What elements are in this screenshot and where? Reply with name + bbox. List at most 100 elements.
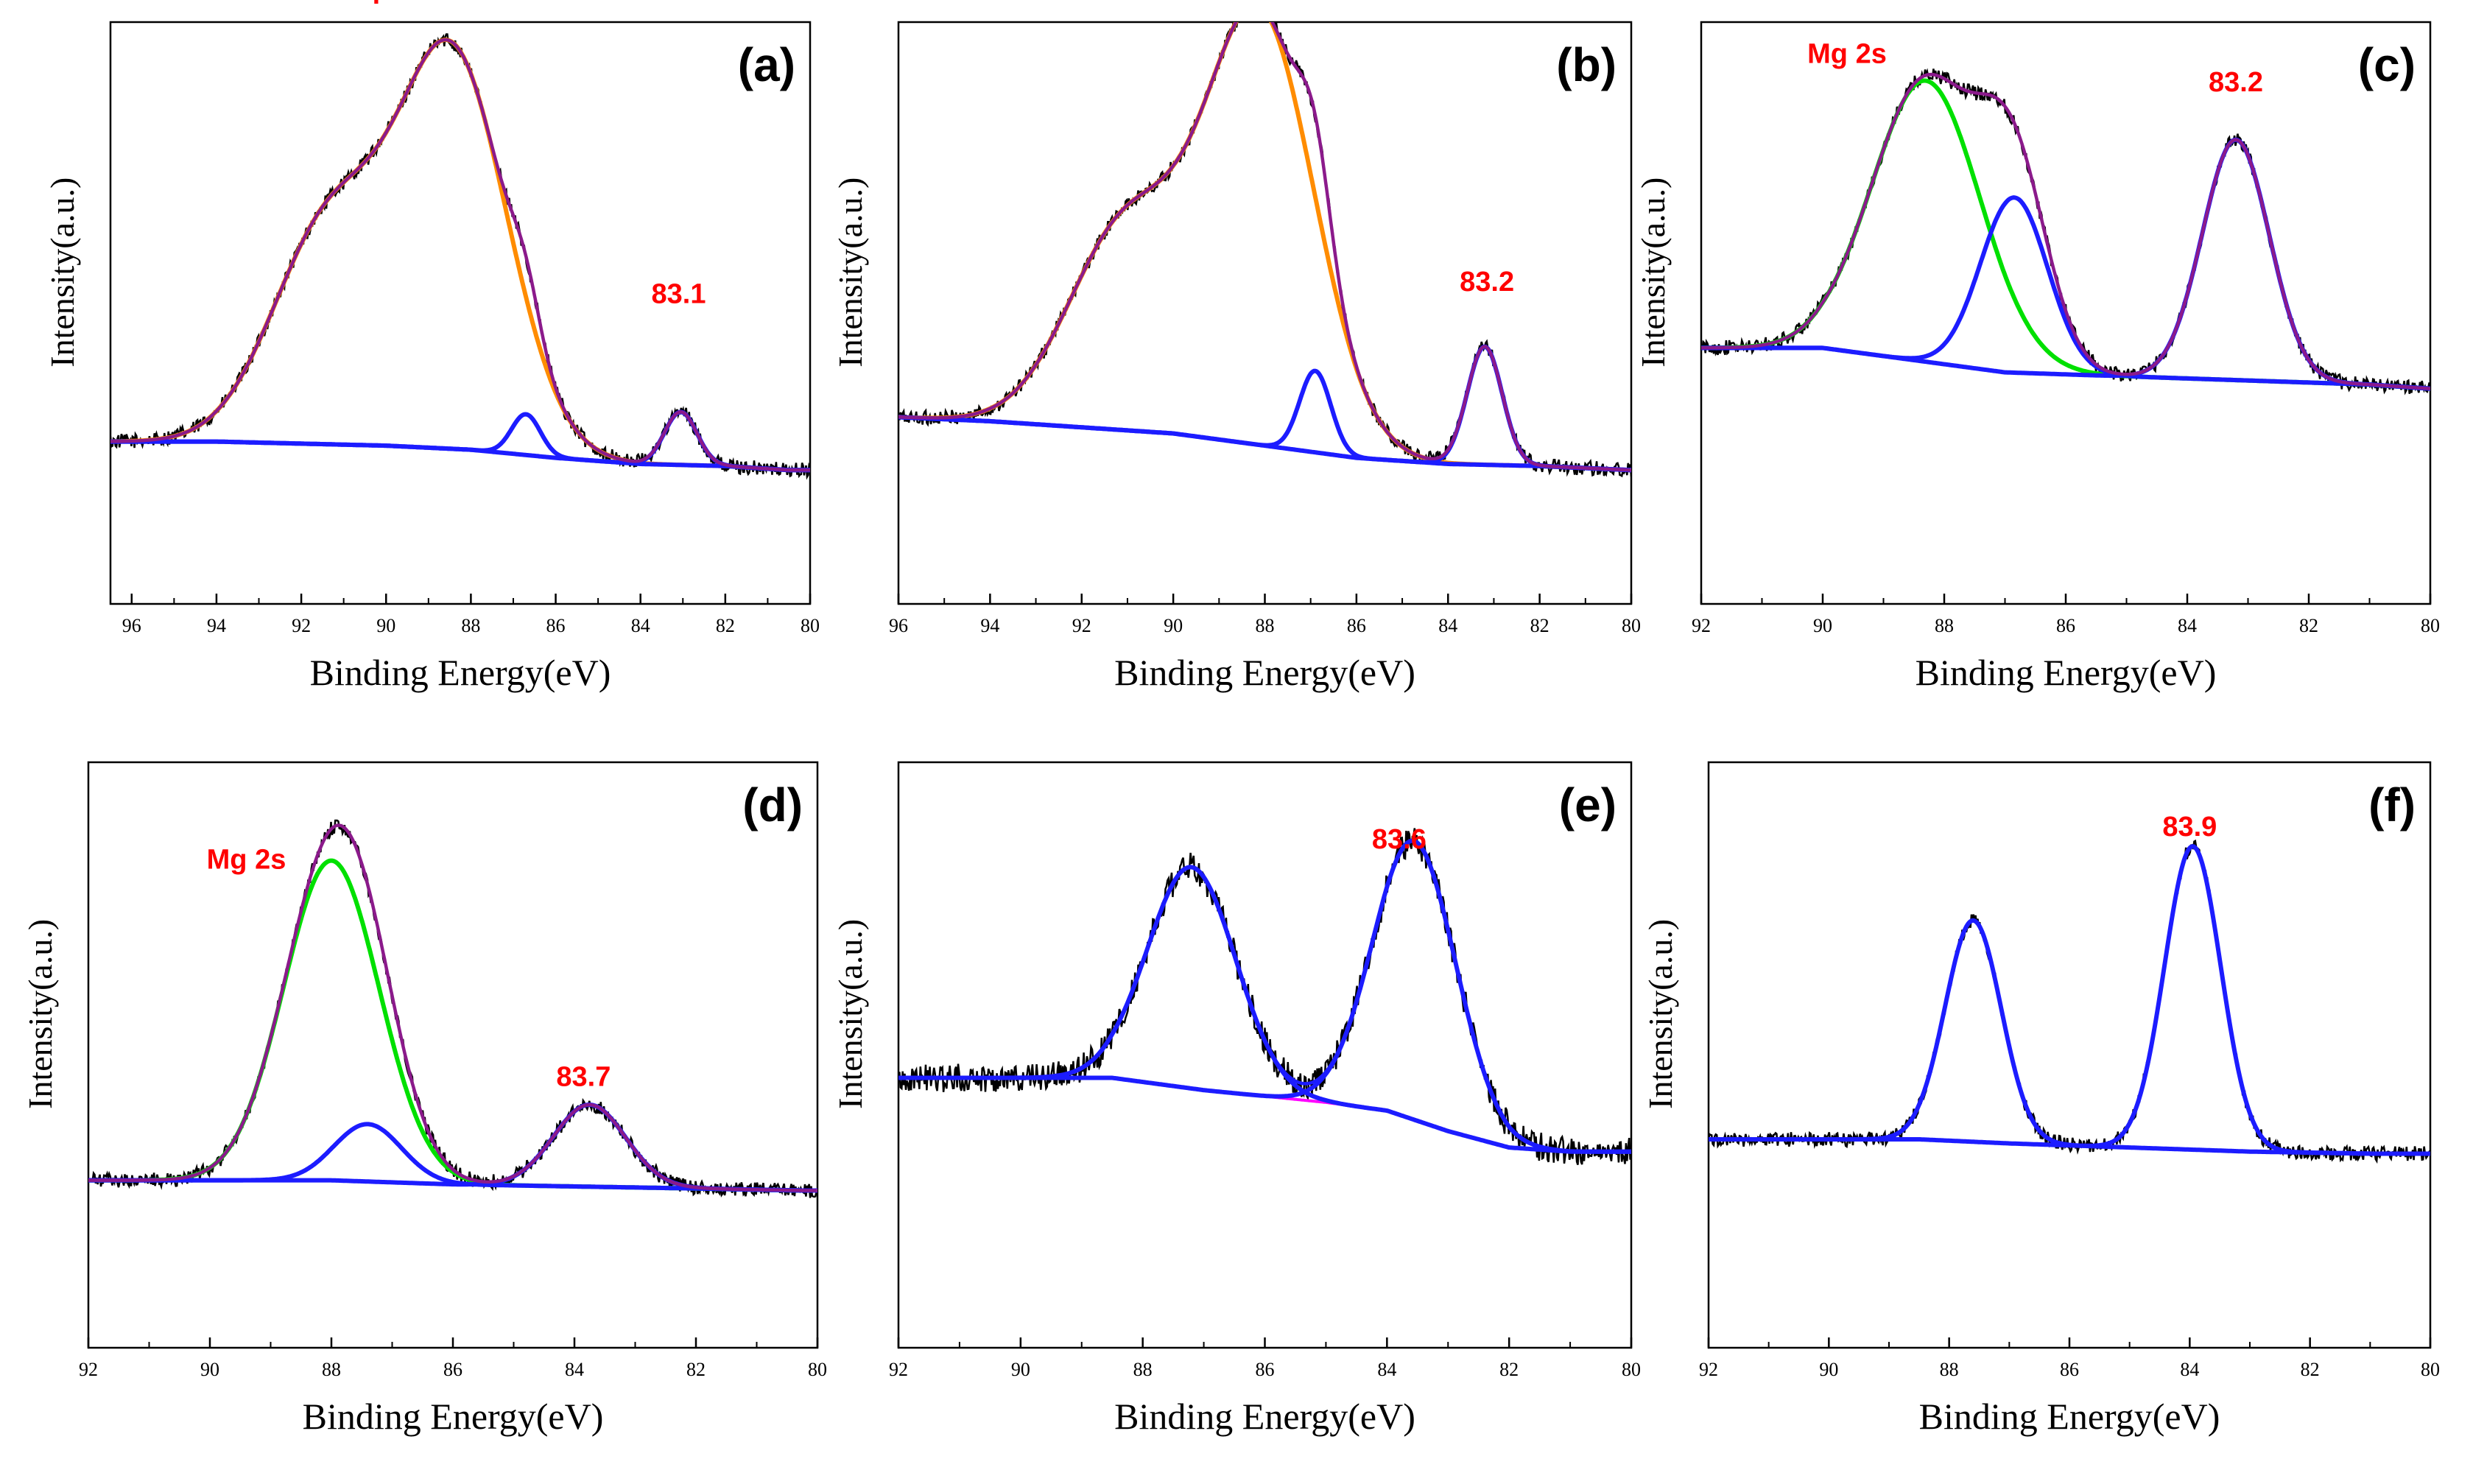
- envelope-fit-line: [898, 22, 1631, 472]
- peak-fit-line: [88, 1102, 817, 1193]
- peak-annotation: Mg 2s: [1807, 38, 1887, 69]
- x-tick-label: 88: [1256, 615, 1275, 636]
- peak-fit-line: [1701, 195, 2430, 391]
- x-axis-title: Binding Energy(eV): [1919, 1396, 2220, 1437]
- envelope-fit-line: [88, 823, 817, 1192]
- x-tick-label: 80: [2421, 615, 2440, 636]
- panel-b: 96 94 92 90 88 86 84 82 80 Binding Energy(eV) Inte…: [831, 0, 1641, 693]
- plot-frame: [87, 761, 819, 1349]
- x-tick-label: 82: [1530, 615, 1549, 636]
- x-tick-label: 96: [122, 615, 141, 636]
- x-tick-label: 84: [1377, 1359, 1396, 1380]
- x-tick-label: 88: [1133, 1359, 1153, 1380]
- peak-fit-line: [898, 865, 1631, 1154]
- plot-area: [1709, 839, 2430, 1164]
- peak-annotation: 83.2: [2209, 67, 2263, 98]
- x-tick-label: 90: [1011, 1359, 1030, 1380]
- x-axis-title: Binding Energy(eV): [303, 1396, 604, 1437]
- panel-a: 96 94 92 90 88 86 84 82 80 Binding Energy(eV) Inte…: [43, 0, 820, 693]
- x-axis-title: Binding Energy(eV): [1916, 652, 2217, 693]
- raw-spectrum-line: [1701, 68, 2430, 395]
- y-axis-title: Intensity(a.u.): [831, 919, 869, 1109]
- y-axis-title: Intensity(a.u.): [21, 919, 59, 1109]
- peak-annotation: Mg 2s: [207, 845, 286, 876]
- panel-d: 92 90 88 86 84 82 80 Binding Energy(eV) Intensit…: [21, 761, 827, 1437]
- x-tick-label: 92: [889, 1359, 908, 1380]
- x-tick-label: 80: [2421, 1359, 2440, 1380]
- peak-fit-line: [898, 838, 1631, 1154]
- envelope-fit-line: [1701, 72, 2430, 390]
- plot-frame: [1707, 761, 2432, 1349]
- raw-spectrum-line: [898, 828, 1631, 1165]
- x-tick-label: 92: [1692, 615, 1711, 636]
- y-axis-title: Intensity(a.u.): [1634, 177, 1672, 368]
- panel-f: 92 90 88 86 84 82 80 Binding Energy(eV) Intensit…: [1642, 761, 2440, 1437]
- panel-label: (b): [1556, 38, 1617, 91]
- x-axis-title: Binding Energy(eV): [1114, 652, 1415, 693]
- x-tick-label: 86: [546, 615, 566, 636]
- x-tick-label: 80: [808, 1359, 827, 1380]
- x-tick-label: 84: [631, 615, 650, 636]
- x-tick-label: 96: [889, 615, 908, 636]
- peak-annotation: 83.2: [1460, 267, 1514, 298]
- x-tick-label: 82: [2299, 615, 2318, 636]
- panel-e: 92 90 88 86 84 82 80 Binding Energy(eV) Intensit…: [831, 761, 1641, 1437]
- x-tick-label: 80: [1622, 615, 1641, 636]
- x-tick-label: 88: [1935, 615, 1954, 636]
- plot-area: [110, 33, 810, 480]
- peak-fit-line: [1709, 918, 2430, 1156]
- y-axis-title: Intensity(a.u.): [43, 177, 81, 368]
- peak-fit-line: [110, 409, 810, 473]
- x-tick-label: 90: [1819, 1359, 1838, 1380]
- y-axis-title: Intensity(a.u.): [831, 177, 869, 368]
- plot-area: [898, 828, 1631, 1165]
- raw-spectrum-line: [1709, 839, 2430, 1164]
- x-tick-label: 80: [1622, 1359, 1641, 1380]
- x-tick-label: 92: [79, 1359, 98, 1380]
- panel-label: (d): [742, 778, 803, 831]
- x-tick-label: 82: [716, 615, 735, 636]
- x-tick-label: 86: [1256, 1359, 1275, 1380]
- x-tick-label: 86: [2056, 615, 2075, 636]
- peak-fit-line: [110, 38, 810, 473]
- peak-fit-line: [88, 858, 817, 1193]
- y-axis-title: Intensity(a.u.): [1642, 919, 1679, 1109]
- envelope-fit-line: [1709, 845, 2430, 1156]
- x-axis-title: Binding Energy(eV): [310, 652, 611, 693]
- peak-fit-line: [1701, 78, 2430, 391]
- plot-area: [88, 819, 817, 1198]
- x-tick-label: 92: [1699, 1359, 1718, 1380]
- x-tick-label: 90: [376, 615, 395, 636]
- raw-spectrum-line: [898, 22, 1631, 478]
- x-tick-label: 94: [207, 615, 226, 636]
- peak-fit-line: [898, 22, 1631, 473]
- panel-label: (a): [738, 38, 795, 91]
- x-tick-label: 82: [1499, 1359, 1519, 1380]
- plot-area: [898, 22, 1631, 478]
- plot-area: [1701, 68, 2430, 395]
- x-axis-title: Binding Energy(eV): [1114, 1396, 1415, 1437]
- x-tick-label: 84: [2178, 615, 2197, 636]
- raw-spectrum-line: [88, 819, 817, 1198]
- panel-label: (f): [2368, 778, 2416, 831]
- peak-annotation: 83.9: [2162, 812, 2217, 843]
- x-tick-label: 82: [2301, 1359, 2320, 1380]
- x-tick-label: 92: [1072, 615, 1091, 636]
- x-tick-label: 90: [1164, 615, 1183, 636]
- x-tick-label: 86: [1347, 615, 1366, 636]
- x-tick-label: 84: [2180, 1359, 2199, 1380]
- envelope-fit-line: [898, 839, 1631, 1153]
- plot-frame: [109, 21, 812, 605]
- peak-annotation: 83.1: [652, 279, 706, 310]
- envelope-fit-line: [110, 38, 810, 472]
- peak-fit-line: [1701, 137, 2430, 391]
- x-tick-label: 90: [200, 1359, 219, 1380]
- x-tick-label: 88: [461, 615, 480, 636]
- panel-label: (c): [2358, 38, 2416, 91]
- x-tick-label: 84: [1438, 615, 1457, 636]
- x-tick-label: 84: [565, 1359, 584, 1380]
- x-tick-label: 92: [292, 615, 311, 636]
- peak-annotation: Zn 3p: [315, 0, 390, 4]
- x-tick-label: 90: [1813, 615, 1832, 636]
- panel-label: (e): [1559, 778, 1617, 831]
